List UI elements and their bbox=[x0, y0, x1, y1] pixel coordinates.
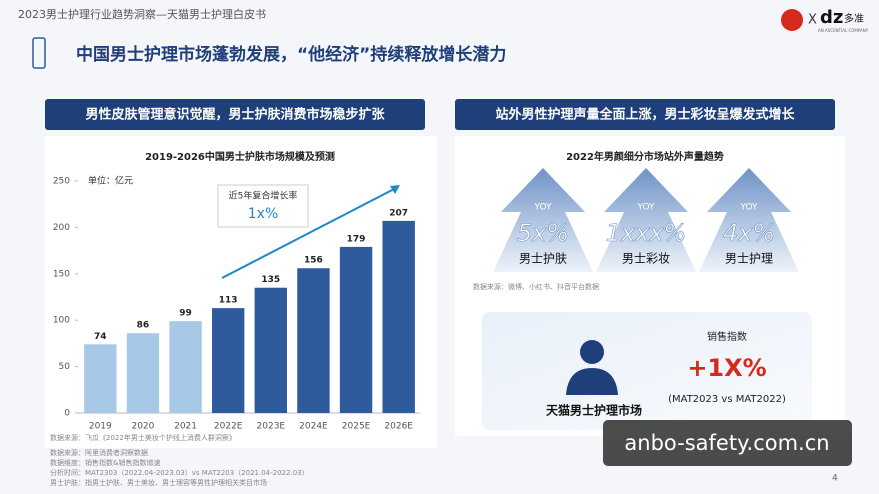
right-source: 数据来源：微博、小红书、抖音平台数据 bbox=[473, 282, 599, 291]
y-tick-label: 50 bbox=[59, 362, 71, 372]
x-tick-label: 2020 bbox=[131, 422, 154, 432]
annotation-box bbox=[217, 184, 309, 228]
bar bbox=[84, 344, 117, 413]
x-tick-label: 2022E bbox=[214, 422, 243, 432]
watermark: anbo-safety.com.cn bbox=[624, 431, 829, 455]
arrow-label: 男士彩妆 bbox=[622, 252, 670, 266]
value-label: 135 bbox=[261, 275, 280, 285]
chart-title: 2019-2026中国男士护肤市场规模及预测 bbox=[145, 150, 335, 163]
arrow-value: 1xxx% bbox=[606, 219, 687, 247]
bar bbox=[169, 321, 202, 413]
value-label: 74 bbox=[94, 332, 107, 342]
right-banner-bg bbox=[455, 99, 835, 130]
footnote: 数据维度：销售指数&销售指数增速 bbox=[50, 458, 160, 467]
person-head bbox=[580, 340, 604, 364]
y-tick-label: 0 bbox=[64, 409, 70, 419]
left-banner-bg bbox=[45, 99, 425, 130]
left-source: 数据来源：飞瓜《2022年男士美妆个护线上消费人群洞察》 bbox=[50, 433, 236, 442]
right-banner: 站外男性护理声量全面上涨，男士彩妆呈爆发式增长 bbox=[495, 107, 795, 123]
arrow-yoy: YOY bbox=[739, 203, 758, 213]
value-label: 179 bbox=[347, 234, 366, 244]
icon bbox=[32, 37, 46, 69]
main-title: 中国男士护理市场蓬勃发展，“他经济”持续释放增长潜力 bbox=[76, 44, 506, 65]
arrow bbox=[493, 168, 593, 272]
market: 天猫男士护理市场 bbox=[546, 403, 642, 418]
index-period: (MAT2023 vs MAT2022) bbox=[668, 394, 786, 405]
arrow-value: 5x% bbox=[517, 219, 569, 247]
header-title: 2023男士护理行业趋势洞察—天猫男士护理白皮书 bbox=[18, 7, 266, 21]
arrow-label: 男士护肤 bbox=[519, 251, 567, 266]
bar bbox=[126, 333, 160, 413]
y-tick-label: 250 bbox=[53, 177, 70, 187]
footnote: 分析时间：MAT2303（2022.04-2023.03）vs MAT2203（… bbox=[50, 468, 309, 477]
x-tick-label: 2026E bbox=[384, 422, 413, 432]
x-tick-label: 2025E bbox=[342, 422, 371, 432]
trend-arrow-head bbox=[390, 185, 400, 194]
value-label: 99 bbox=[179, 309, 192, 319]
x-tick-label: 2023E bbox=[257, 422, 286, 432]
bar bbox=[254, 287, 288, 413]
value-label: 207 bbox=[389, 208, 408, 218]
right-title: 2022年男颜细分市场站外声量趋势 bbox=[566, 150, 724, 163]
left-banner: 男性皮肤管理意识觉醒，男士护肤消费市场稳步扩张 bbox=[85, 107, 385, 123]
arrows: YOY 5x% 男士护肤 YOY 1xxx% 男士彩妆 YOY 4x% 男士护理 bbox=[493, 168, 799, 272]
bar bbox=[297, 268, 330, 413]
trend-arrow bbox=[221, 186, 399, 279]
y-tick-label: 100 bbox=[53, 316, 70, 326]
footnotes: 数据来源：阿里消费者洞察数据数据维度：销售指数&销售指数增速分析时间：MAT23… bbox=[50, 448, 309, 487]
value-label: 113 bbox=[219, 296, 238, 306]
footnote: 数据来源：阿里消费者洞察数据 bbox=[50, 448, 148, 457]
value-label: 156 bbox=[304, 256, 323, 266]
arrow bbox=[699, 168, 799, 272]
index-label: 销售指数 bbox=[707, 330, 747, 343]
logo-sub: AN ASCENTIAL COMPANY bbox=[818, 28, 869, 33]
watermark-bg bbox=[603, 420, 852, 466]
y-tick-label: 200 bbox=[53, 223, 70, 233]
arrow-value: 4x% bbox=[723, 219, 775, 247]
tmall-logo bbox=[781, 9, 803, 31]
index-value: +1X% bbox=[687, 354, 766, 382]
person-body bbox=[566, 368, 618, 395]
unit: 单位：亿元 bbox=[88, 175, 133, 187]
index-box bbox=[482, 312, 812, 430]
arrow-label: 男士护理 bbox=[725, 252, 773, 266]
y-tick-label: 150 bbox=[53, 269, 70, 279]
bar bbox=[211, 308, 245, 413]
page-number: 4 bbox=[832, 474, 838, 484]
logo-dz-cn: 多准 bbox=[844, 12, 864, 25]
value-label: 86 bbox=[137, 321, 150, 331]
logo-dz: dz bbox=[820, 7, 843, 28]
bar bbox=[339, 246, 373, 413]
arrow-yoy: YOY bbox=[533, 203, 552, 213]
logo-x: X bbox=[808, 13, 817, 28]
footnote: 男士护肤：指男士护肤、男士美妆、男士理容等男性护理相关类目市场 bbox=[50, 478, 267, 487]
x-tick-label: 2024E bbox=[299, 422, 328, 432]
arrow-yoy: YOY bbox=[636, 203, 655, 213]
x-tick-label: 2021 bbox=[174, 422, 197, 432]
x-tick-label: 2019 bbox=[89, 422, 112, 432]
bar bbox=[382, 220, 415, 413]
arrow bbox=[596, 168, 696, 272]
annotation-value: 1x% bbox=[248, 206, 279, 222]
annotation-title: 近5年复合增长率 bbox=[229, 190, 298, 202]
